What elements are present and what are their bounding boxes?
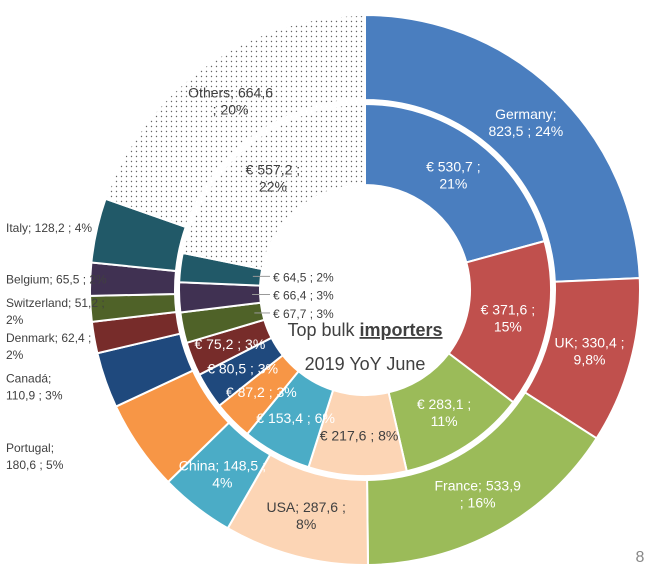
value-label-line: 11% (431, 413, 458, 429)
value-label-line: USA; 287,6 ; (266, 499, 345, 515)
chart-subtitle: 2019 YoY June (305, 354, 426, 374)
value-label-line: 4% (212, 475, 232, 491)
value-label-line: € 557,2 ; (246, 161, 301, 177)
value-label-line: € 371,6 ; (481, 302, 536, 318)
value-label-line: Canadá; (6, 371, 51, 385)
title-text: Top bulk (287, 320, 355, 340)
value-label-line: ; 20% (213, 101, 249, 117)
value-label-line: 823,5 ; 24% (488, 123, 563, 139)
value-label: € 66,4 ; 3% (273, 288, 334, 302)
value-label-line: Italy; 128,2 ; 4% (6, 221, 92, 235)
value-label: Canadá; 110,9 ; 3% (6, 371, 63, 402)
value-label: € 75,2 ; 3% (194, 336, 265, 352)
value-label-line: Others; 664,6 (188, 84, 273, 100)
value-label: Italy; 128,2 ; 4% (6, 221, 92, 235)
value-label: France; 533,9; 16% (434, 477, 521, 510)
value-label-line: ; 16% (460, 494, 496, 510)
value-label-line: UK; 330,4 ; (554, 334, 624, 350)
value-label-line: € 87,2 ; 3% (226, 384, 297, 400)
donut-segment (104, 13, 366, 229)
value-label-line: 2% (6, 348, 24, 362)
value-label: UK; 330,4 ; 9,8% (554, 334, 624, 367)
value-label-line: € 153,4 ; 6% (256, 410, 335, 426)
value-label-line: € 283,1 ; (417, 396, 472, 412)
value-label-line: 15% (494, 319, 522, 335)
value-label-line: € 80,5 ; 3% (207, 361, 278, 377)
value-label: € 530,7 ; 21% (426, 158, 481, 191)
value-label-line: Switzerland; 51,2 ; (6, 296, 105, 310)
value-label-line: 8% (296, 516, 316, 532)
value-label: € 217,6 ; 8% (320, 427, 399, 443)
donut-segment (364, 102, 546, 264)
title-emphasis: importers (360, 320, 443, 340)
value-label-line: € 64,5 ; 2% (273, 270, 334, 284)
value-label: Switzerland; 51,2 ; 2% (6, 296, 105, 327)
value-label: Others; 664,6; 20% (188, 84, 273, 117)
value-label-line: China; 148,5 ; (179, 458, 266, 474)
value-label-line: € 530,7 ; (426, 158, 481, 174)
value-label: € 283,1 ; 11% (417, 396, 472, 429)
donut-segment (364, 13, 641, 283)
value-label: USA; 287,6 ; 8% (266, 499, 345, 532)
value-label-line: Germany; (495, 106, 556, 122)
value-label: Denmark; 62,4 ; 2% (6, 331, 91, 362)
value-label-line: 9,8% (574, 351, 606, 367)
value-label-line: France; 533,9 (434, 477, 521, 493)
value-label: Portugal; 180,6 ; 5% (6, 441, 64, 472)
chart-title: Top bulk importers (287, 320, 442, 340)
value-label: € 67,7 ; 3% (273, 307, 334, 321)
value-label-line: 2% (6, 313, 24, 327)
labels: Germany; 823,5 ; 24% UK; 330,4 ; 9,8% France… (6, 84, 625, 532)
value-label: Belgium; 65,5 ; 2% (6, 273, 107, 287)
value-label-line: € 67,7 ; 3% (273, 307, 334, 321)
value-label-line: Portugal; (6, 441, 54, 455)
value-label: China; 148,5 ; 4% (179, 458, 266, 491)
value-label: € 64,5 ; 2% (273, 270, 334, 284)
value-label-line: € 217,6 ; 8% (320, 427, 399, 443)
value-label-line: 110,9 ; 3% (6, 388, 63, 402)
value-label-line: 180,6 ; 5% (6, 458, 64, 472)
donut-segment (181, 102, 366, 271)
value-label-line: € 75,2 ; 3% (194, 336, 265, 352)
value-label: € 87,2 ; 3% (226, 384, 297, 400)
value-label-line: 22% (259, 178, 287, 194)
rings (89, 13, 641, 566)
value-label-line: Belgium; 65,5 ; 2% (6, 273, 107, 287)
value-label: € 80,5 ; 3% (207, 361, 278, 377)
value-label: € 371,6 ; 15% (481, 302, 536, 335)
value-label-line: Denmark; 62,4 ; (6, 331, 91, 345)
value-label-line: 21% (439, 175, 467, 191)
value-label: Germany; 823,5 ; 24% (488, 106, 563, 139)
page-number: 8 (636, 549, 645, 566)
value-label: € 153,4 ; 6% (256, 410, 335, 426)
value-label-line: € 66,4 ; 3% (273, 288, 334, 302)
value-label: € 557,2 ; 22% (246, 161, 301, 194)
